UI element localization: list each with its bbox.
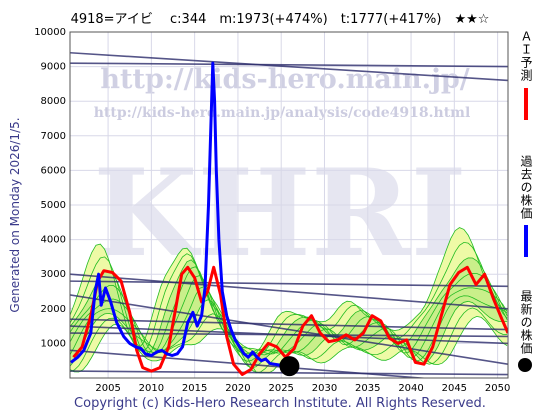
trend-line <box>70 51 508 82</box>
axes: 1000 2000 3000 4000 5000 6000 7000 8000 9000 1000… <box>34 27 510 394</box>
copyright-footer: Copyright (c) Kids-Hero Research Institu… <box>74 396 486 411</box>
y-tick-label: 5000 <box>41 200 66 211</box>
chart-header: 4918=アイビ c:344 m:1973(+474%) t:1777(+417… <box>70 12 490 27</box>
x-tick-label: 2010 <box>139 383 164 394</box>
trend-line <box>70 318 508 331</box>
band-line <box>70 227 508 357</box>
x-tick-label: 2045 <box>442 383 467 394</box>
latest-price-marker <box>279 356 300 377</box>
band-line <box>70 266 508 356</box>
x-tick-label: 2005 <box>95 383 120 394</box>
legend-ai-swatch <box>524 88 528 120</box>
legend-past-label: 過去の株価 <box>519 155 533 220</box>
y-tick-label: 3000 <box>41 269 66 280</box>
x-tick-label: 2015 <box>182 383 207 394</box>
plot-frame <box>69 31 509 379</box>
past-price-line <box>70 61 282 368</box>
x-tick-label: 2020 <box>225 383 250 394</box>
watermark-url: http://kids-hero.main.jp/ <box>100 64 469 95</box>
latest-price-dot <box>279 356 300 377</box>
y-tick-label: 6000 <box>41 165 66 176</box>
legend-latest-dot <box>518 358 532 372</box>
watermark-url-detail: http://kids-hero.main.jp/analysis/code49… <box>94 105 471 121</box>
trend-line <box>70 62 508 68</box>
y-tick-label: 1000 <box>41 338 66 349</box>
y-tick-label: 9000 <box>41 62 66 73</box>
y-tick-label: 4000 <box>41 235 66 246</box>
ai-forecast-line <box>72 265 508 376</box>
series-lines <box>70 61 508 376</box>
trend-line <box>70 280 508 288</box>
generated-date: Generated on Monday 2026/1/5. <box>4 30 26 400</box>
x-tick-label: 2040 <box>398 383 423 394</box>
legend-latest-label: 最新の株価 <box>519 290 533 355</box>
y-tick-label: 8000 <box>41 96 66 107</box>
generated-date-text: Generated on Monday 2026/1/5. <box>8 117 22 313</box>
watermark-big-text: KHRI <box>93 143 467 284</box>
y-tick-label: 10000 <box>34 27 66 38</box>
y-tick-label: 7000 <box>41 131 66 142</box>
x-tick-label: 2050 <box>485 383 510 394</box>
legend-past-swatch <box>524 225 528 257</box>
band-line <box>70 275 508 359</box>
trend-line <box>70 294 508 365</box>
y-tick-label: 2000 <box>41 304 66 315</box>
x-tick-label: 2035 <box>355 383 380 394</box>
x-tick-label: 2025 <box>268 383 293 394</box>
watermark: KHRI http://kids-hero.main.jp/ http://ki… <box>93 64 470 284</box>
legend-ai-label: ＡＩ予測 <box>519 30 533 82</box>
x-tick-label: 2030 <box>312 383 337 394</box>
trend-line <box>70 273 508 310</box>
